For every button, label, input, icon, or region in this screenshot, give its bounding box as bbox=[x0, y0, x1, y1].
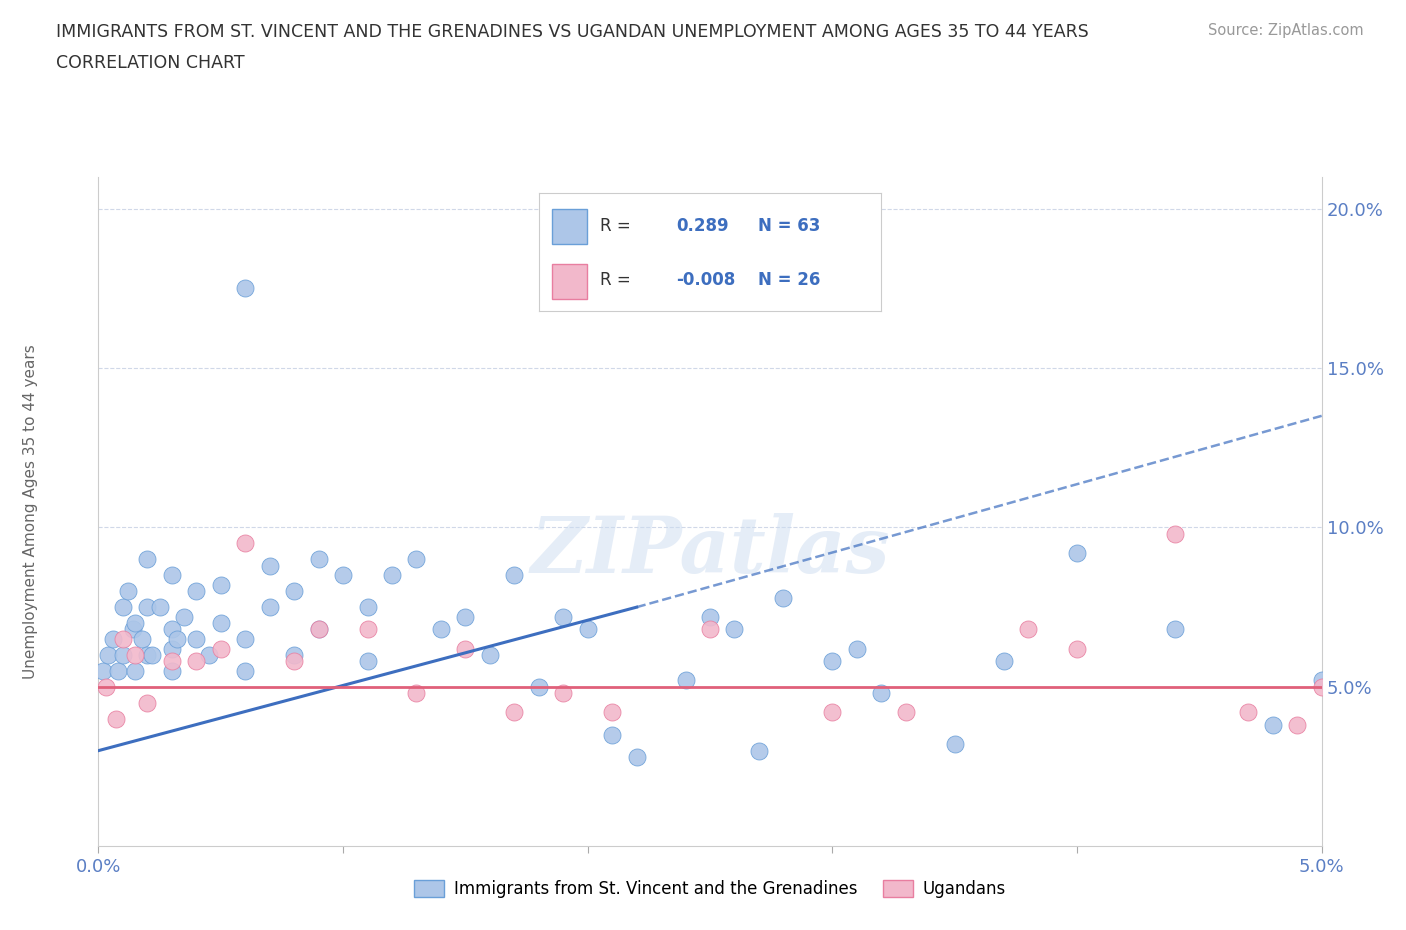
Point bbox=[1261, 718, 1284, 733]
Point bbox=[478, 647, 501, 662]
Point bbox=[160, 568, 183, 583]
Point bbox=[1310, 673, 1333, 688]
Point bbox=[381, 568, 404, 583]
Text: CORRELATION CHART: CORRELATION CHART bbox=[56, 54, 245, 72]
Point bbox=[845, 641, 868, 656]
Point bbox=[233, 663, 256, 678]
Point bbox=[576, 622, 599, 637]
Point bbox=[121, 622, 143, 637]
Point bbox=[186, 631, 208, 646]
Point bbox=[107, 663, 129, 678]
Text: Source: ZipAtlas.com: Source: ZipAtlas.com bbox=[1208, 23, 1364, 38]
Point bbox=[454, 609, 477, 624]
Point bbox=[136, 600, 159, 615]
Point bbox=[160, 641, 183, 656]
Point bbox=[308, 622, 330, 637]
Point bbox=[503, 705, 526, 720]
Point bbox=[1237, 705, 1260, 720]
Point bbox=[160, 622, 183, 637]
Text: IMMIGRANTS FROM ST. VINCENT AND THE GRENADINES VS UGANDAN UNEMPLOYMENT AMONG AGE: IMMIGRANTS FROM ST. VINCENT AND THE GREN… bbox=[56, 23, 1090, 41]
Point bbox=[283, 647, 305, 662]
Point bbox=[308, 622, 330, 637]
Point bbox=[675, 673, 697, 688]
Point bbox=[308, 551, 330, 566]
Point bbox=[97, 647, 120, 662]
Point bbox=[405, 685, 427, 700]
Point bbox=[111, 600, 134, 615]
Point bbox=[124, 616, 146, 631]
Point bbox=[136, 647, 159, 662]
Point bbox=[772, 591, 794, 605]
Point bbox=[111, 647, 134, 662]
Point bbox=[1066, 641, 1088, 656]
Point bbox=[626, 750, 648, 764]
Point bbox=[233, 281, 256, 296]
Point bbox=[131, 631, 153, 646]
Point bbox=[943, 737, 966, 751]
Point bbox=[723, 622, 745, 637]
Point bbox=[149, 600, 172, 615]
Point bbox=[405, 551, 427, 566]
Point bbox=[101, 631, 124, 646]
Point bbox=[124, 647, 146, 662]
Point bbox=[894, 705, 917, 720]
Point bbox=[699, 609, 721, 624]
Point bbox=[283, 654, 305, 669]
Point bbox=[186, 584, 208, 599]
Point bbox=[117, 584, 139, 599]
Point bbox=[104, 711, 127, 726]
Text: ZIPatlas: ZIPatlas bbox=[530, 513, 890, 590]
Point bbox=[356, 622, 378, 637]
Point bbox=[699, 622, 721, 637]
Point bbox=[111, 631, 134, 646]
Point bbox=[527, 680, 550, 695]
Point bbox=[186, 654, 208, 669]
Point bbox=[821, 654, 844, 669]
Point bbox=[600, 727, 623, 742]
Point bbox=[503, 568, 526, 583]
Point bbox=[600, 705, 623, 720]
Point bbox=[209, 616, 232, 631]
Point bbox=[259, 600, 281, 615]
Point bbox=[160, 663, 183, 678]
Text: Unemployment Among Ages 35 to 44 years: Unemployment Among Ages 35 to 44 years bbox=[24, 344, 38, 679]
Point bbox=[1164, 622, 1187, 637]
Point bbox=[166, 631, 188, 646]
Point bbox=[553, 685, 575, 700]
Point bbox=[1164, 526, 1187, 541]
Point bbox=[173, 609, 195, 624]
Point bbox=[748, 743, 770, 758]
Point bbox=[356, 654, 378, 669]
Point bbox=[259, 558, 281, 573]
Point bbox=[1066, 546, 1088, 561]
Legend: Immigrants from St. Vincent and the Grenadines, Ugandans: Immigrants from St. Vincent and the Gren… bbox=[408, 873, 1012, 905]
Point bbox=[209, 641, 232, 656]
Point bbox=[821, 705, 844, 720]
Point bbox=[94, 680, 117, 695]
Point bbox=[454, 641, 477, 656]
Point bbox=[870, 685, 893, 700]
Point bbox=[233, 536, 256, 551]
Point bbox=[993, 654, 1015, 669]
Point bbox=[124, 663, 146, 678]
Point bbox=[356, 600, 378, 615]
Point bbox=[136, 551, 159, 566]
Point bbox=[1286, 718, 1309, 733]
Point bbox=[1017, 622, 1039, 637]
Point bbox=[332, 568, 354, 583]
Point bbox=[141, 647, 163, 662]
Point bbox=[553, 609, 575, 624]
Point bbox=[1310, 680, 1333, 695]
Point bbox=[197, 647, 219, 662]
Point bbox=[136, 696, 159, 711]
Point bbox=[160, 654, 183, 669]
Point bbox=[209, 578, 232, 592]
Point bbox=[233, 631, 256, 646]
Point bbox=[283, 584, 305, 599]
Point bbox=[91, 663, 114, 678]
Point bbox=[430, 622, 453, 637]
